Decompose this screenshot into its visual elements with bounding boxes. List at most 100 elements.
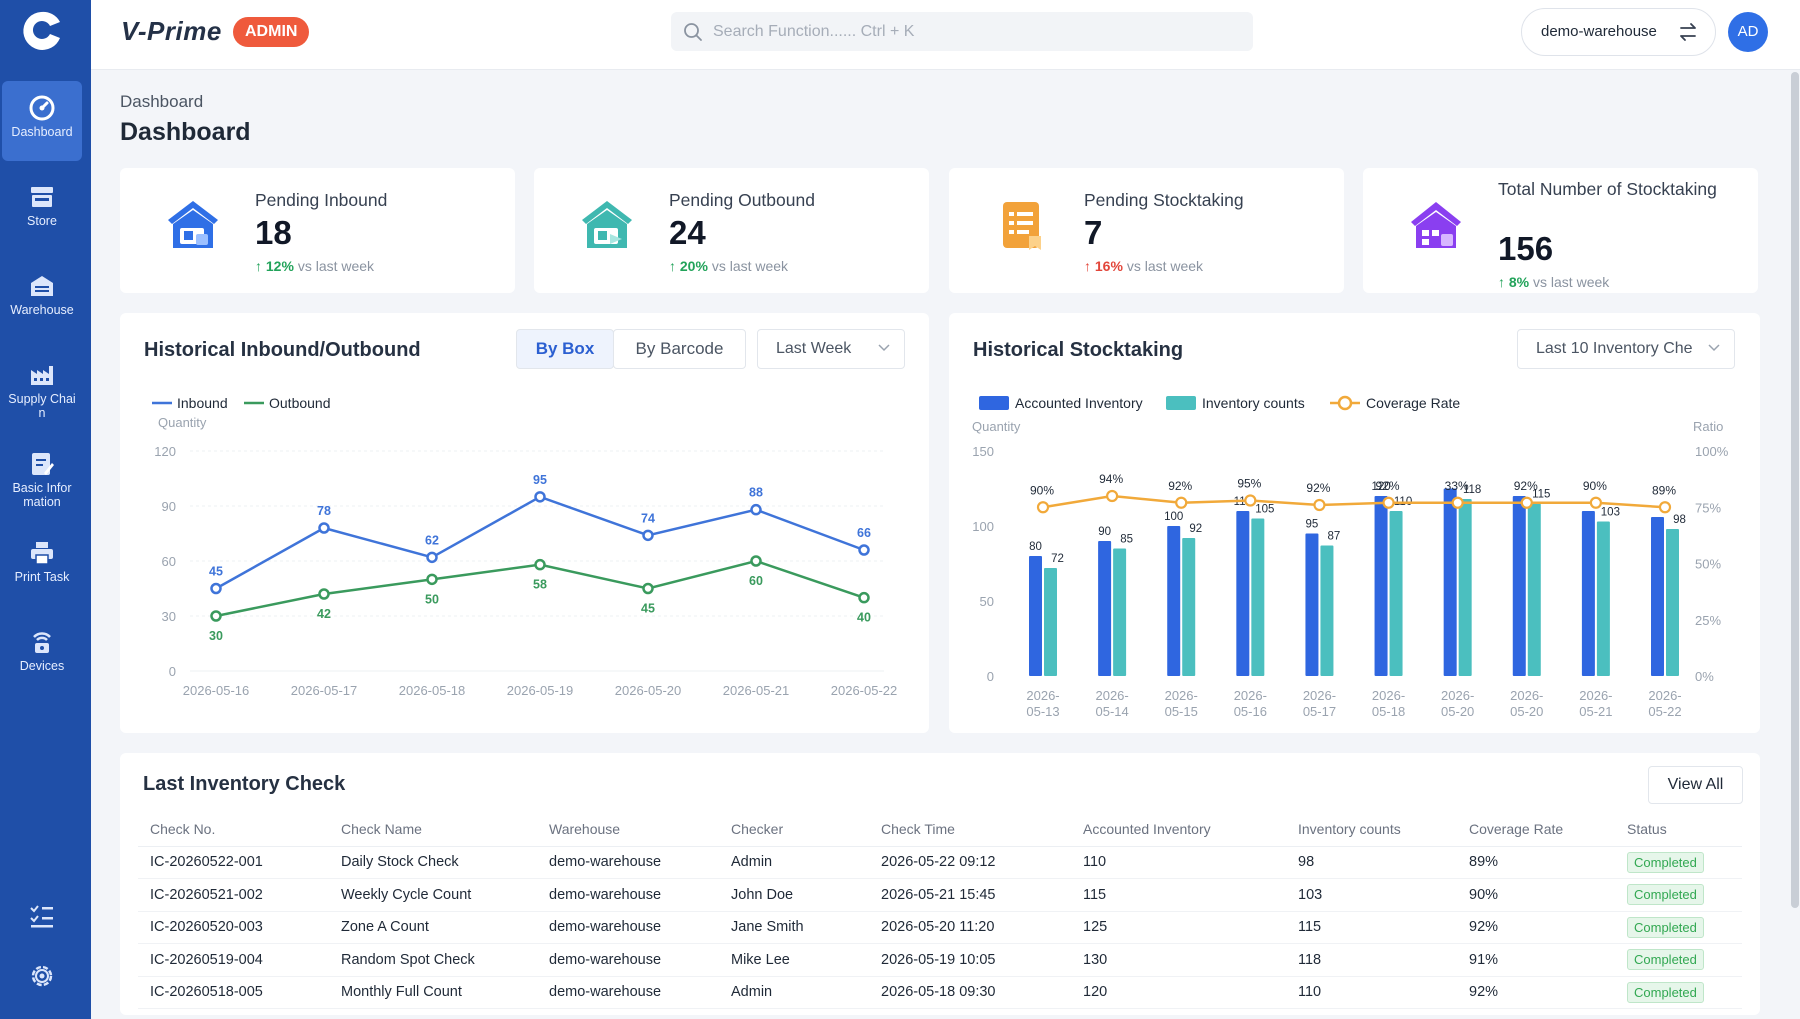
y-tick-label: 0 xyxy=(169,664,176,679)
bar-label: 92 xyxy=(1189,523,1202,535)
user-avatar[interactable]: AD xyxy=(1728,12,1768,52)
settings-gear-icon[interactable] xyxy=(28,962,56,990)
table-row[interactable]: IC-20260521-002 Weekly Cycle Count demo-wa… xyxy=(138,878,1742,912)
table-cell: 115 xyxy=(1286,911,1457,944)
y2-tick-label: 0% xyxy=(1695,669,1714,684)
column-header[interactable]: Status xyxy=(1615,813,1742,847)
table-row[interactable]: IC-20260518-005 Monthly Full Count demo-wa… xyxy=(138,976,1742,1009)
table-cell: IC-20260519-004 xyxy=(138,943,329,977)
column-header[interactable]: Check Time xyxy=(869,813,1071,847)
table-cell: 2026-05-22 09:12 xyxy=(869,846,1071,879)
coverage-label: 92% xyxy=(1514,479,1538,493)
stat-change-suffix: vs last week xyxy=(1533,274,1610,290)
y-tick-label: 90 xyxy=(162,499,176,514)
stat-trend: ↑ 20% vs last week xyxy=(669,258,788,274)
y-tick-label: 100 xyxy=(972,519,994,534)
y-tick-label: 30 xyxy=(162,609,176,624)
sidebar-item-devices[interactable]: Devices xyxy=(2,615,82,695)
bar-inventory-counts xyxy=(1320,545,1334,676)
search-box[interactable] xyxy=(671,12,1253,51)
table-cell: 2026-05-18 09:30 xyxy=(869,976,1071,1009)
stat-trend: ↑ 12% vs last week xyxy=(255,258,374,274)
data-label: 78 xyxy=(317,504,331,518)
table-row[interactable]: IC-20260520-003 Zone A Count demo-warehous… xyxy=(138,911,1742,944)
table-cell: Admin xyxy=(719,846,869,879)
stat-trend: ↑ 16% vs last week xyxy=(1084,258,1203,274)
data-point xyxy=(318,522,330,534)
table-cell: Completed xyxy=(1615,878,1742,912)
search-input[interactable] xyxy=(713,12,1233,51)
y2-tick-label: 25% xyxy=(1695,613,1721,628)
supply-chain-icon xyxy=(31,366,53,385)
column-header[interactable]: Check No. xyxy=(138,813,329,847)
x-tick-label: 05-22 xyxy=(1648,704,1681,719)
column-header[interactable]: Checker xyxy=(719,813,869,847)
by-box-tab[interactable]: By Box xyxy=(516,329,614,369)
outbound-house-icon xyxy=(582,201,632,248)
stat-value: 7 xyxy=(1084,214,1103,251)
inventory-check-table: Check No. Check Name Warehouse Checker C… xyxy=(138,813,1742,1009)
table-cell: Daily Stock Check xyxy=(329,846,537,879)
bar-inventory-counts xyxy=(1527,503,1541,676)
data-point xyxy=(750,503,762,516)
column-header[interactable]: Coverage Rate xyxy=(1457,813,1615,847)
store-icon xyxy=(31,187,53,207)
stat-change: 12% xyxy=(265,258,294,274)
x-tick-label: 2026- xyxy=(1026,688,1059,703)
x-tick-label: 2026- xyxy=(1165,688,1198,703)
sidebar-item-label: Supply Chai n xyxy=(8,392,76,420)
table-cell: 2026-05-19 10:05 xyxy=(869,943,1071,977)
period-select[interactable]: Last Week xyxy=(757,329,905,369)
bar-label: 72 xyxy=(1051,553,1064,565)
sidebar-item-warehouse[interactable]: Warehouse xyxy=(2,259,82,339)
column-header[interactable]: Warehouse xyxy=(537,813,719,847)
bar-label: 87 xyxy=(1328,531,1341,543)
bar-inventory-counts xyxy=(1389,511,1403,676)
table-cell: demo-warehouse xyxy=(537,846,719,879)
sidebar-item-supply-chain[interactable]: Supply Chai n xyxy=(2,348,82,428)
bar-accounted-inventory xyxy=(1443,488,1457,676)
data-label: 60 xyxy=(749,574,763,588)
stat-card-total-stocktaking[interactable]: Total Number of Stocktaking 156 ↑ 8% vs … xyxy=(1363,168,1758,293)
column-header[interactable]: Inventory counts xyxy=(1286,813,1457,847)
sidebar-item-basic-information[interactable]: Basic Infor mation xyxy=(2,437,82,517)
bar-label: 98 xyxy=(1673,514,1686,526)
table-row[interactable]: IC-20260522-001 Daily Stock Check demo-war… xyxy=(138,846,1742,879)
stat-card-pending-outbound[interactable]: Pending Outbound 24 ↑ 20% vs last week xyxy=(534,168,929,293)
by-barcode-tab[interactable]: By Barcode xyxy=(613,329,746,369)
current-warehouse: demo-warehouse xyxy=(1541,23,1657,40)
sidebar-item-store[interactable]: Store xyxy=(2,170,82,250)
legend-label: Accounted Inventory xyxy=(1015,395,1143,411)
stat-value: 24 xyxy=(669,214,706,251)
chart-title: Historical Stocktaking xyxy=(973,339,1184,361)
inventory-range-select[interactable]: Last 10 Inventory Che xyxy=(1517,329,1735,369)
task-list-icon[interactable] xyxy=(28,902,56,930)
page-title: Dashboard xyxy=(120,118,251,146)
column-header[interactable]: Check Name xyxy=(329,813,537,847)
data-point xyxy=(1036,501,1050,514)
inbound-outbound-chart-card: Historical Inbound/Outbound By Box By Ba… xyxy=(120,313,929,733)
coverage-label: 92% xyxy=(1306,481,1330,495)
page-scrollbar[interactable] xyxy=(1790,70,1800,1019)
x-tick-label: 2026-05-21 xyxy=(723,683,790,698)
bar-label: 103 xyxy=(1601,507,1620,519)
coverage-label: 92% xyxy=(1376,479,1400,493)
sidebar-item-dashboard[interactable]: Dashboard xyxy=(2,81,82,161)
scrollbar-thumb[interactable] xyxy=(1791,72,1799,908)
sidebar-item-print-task[interactable]: Print Task xyxy=(2,526,82,606)
view-all-button[interactable]: View All xyxy=(1648,766,1743,804)
data-label: 62 xyxy=(425,533,439,547)
column-header[interactable]: Accounted Inventory xyxy=(1071,813,1286,847)
coverage-label: 89% xyxy=(1652,483,1676,497)
printer-icon xyxy=(31,542,53,565)
table-row[interactable]: IC-20260519-004 Random Spot Check demo-war… xyxy=(138,943,1742,977)
devices-icon xyxy=(33,632,51,653)
bar-accounted-inventory xyxy=(1651,517,1664,676)
stat-card-pending-inbound[interactable]: Pending Inbound 18 ↑ 12% vs last week xyxy=(120,168,515,293)
coverage-label: 33% xyxy=(1445,479,1469,493)
stat-card-pending-stocktaking[interactable]: Pending Stocktaking 7 ↑ 16% vs last week xyxy=(949,168,1344,293)
app-logo-icon[interactable] xyxy=(18,8,64,54)
chart-title: Historical Inbound/Outbound xyxy=(144,339,421,361)
warehouse-switcher[interactable]: demo-warehouse xyxy=(1521,8,1716,56)
bar-label: 100 xyxy=(1164,511,1183,523)
